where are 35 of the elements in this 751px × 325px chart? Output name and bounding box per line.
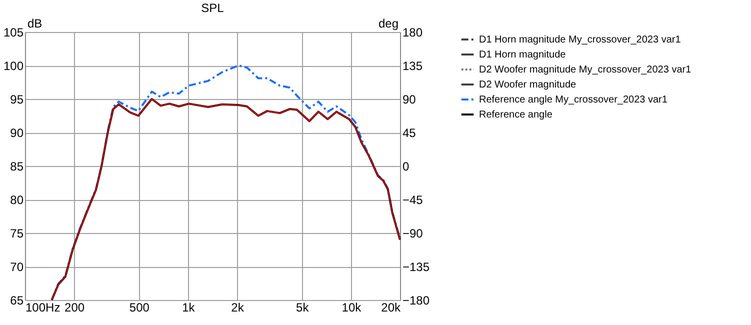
legend-label: Reference angle My_crossover_2023 var1: [479, 94, 668, 106]
x-tick-label: 200: [64, 300, 85, 314]
x-tick-label: 20k: [381, 300, 402, 314]
y2-tick-label: −45: [402, 193, 424, 207]
y-tick-label: 105: [3, 26, 24, 40]
legend-label: D1 Horn magnitude My_crossover_2023 var1: [479, 34, 682, 46]
x-tick-label: 2k: [231, 300, 245, 314]
x-tick-label: 100Hz: [26, 300, 60, 314]
y-tick-label: 95: [10, 92, 24, 106]
y2-tick-label: −180: [402, 294, 430, 308]
chart-title: SPL: [201, 1, 224, 15]
y-tick-label: 65: [10, 294, 24, 308]
y2-tick-label: 180: [402, 26, 423, 40]
y-tick-label: 80: [10, 193, 24, 207]
y-tick-label: 75: [10, 226, 24, 240]
x-tick-label: 1k: [182, 300, 196, 314]
y-axis-title: dB: [28, 16, 42, 30]
x-tick-label: 500: [129, 300, 150, 314]
y2-tick-label: 45: [402, 126, 416, 140]
legend-label: D2 Woofer magnitude My_crossover_2023 var1: [479, 64, 692, 76]
y-tick-label: 90: [10, 126, 24, 140]
y2-tick-label: 0: [402, 160, 410, 174]
y-tick-label: 85: [10, 160, 24, 174]
y2-tick-label: 135: [402, 59, 423, 73]
y-tick-label: 70: [10, 260, 24, 274]
legend-label: D1 Horn magnitude: [479, 50, 566, 60]
y2-tick-label: −135: [402, 260, 430, 274]
legend-label: D2 Woofer magnitude: [479, 80, 577, 90]
legend-label: Reference angle: [479, 110, 553, 120]
y-tick-label: 100: [3, 59, 24, 73]
y2-tick-label: 90: [402, 92, 416, 106]
x-tick-label: 10k: [342, 300, 362, 314]
y2-tick-label: −90: [402, 226, 424, 240]
x-tick-label: 5k: [296, 300, 310, 314]
y2-axis-title: deg: [378, 16, 398, 30]
